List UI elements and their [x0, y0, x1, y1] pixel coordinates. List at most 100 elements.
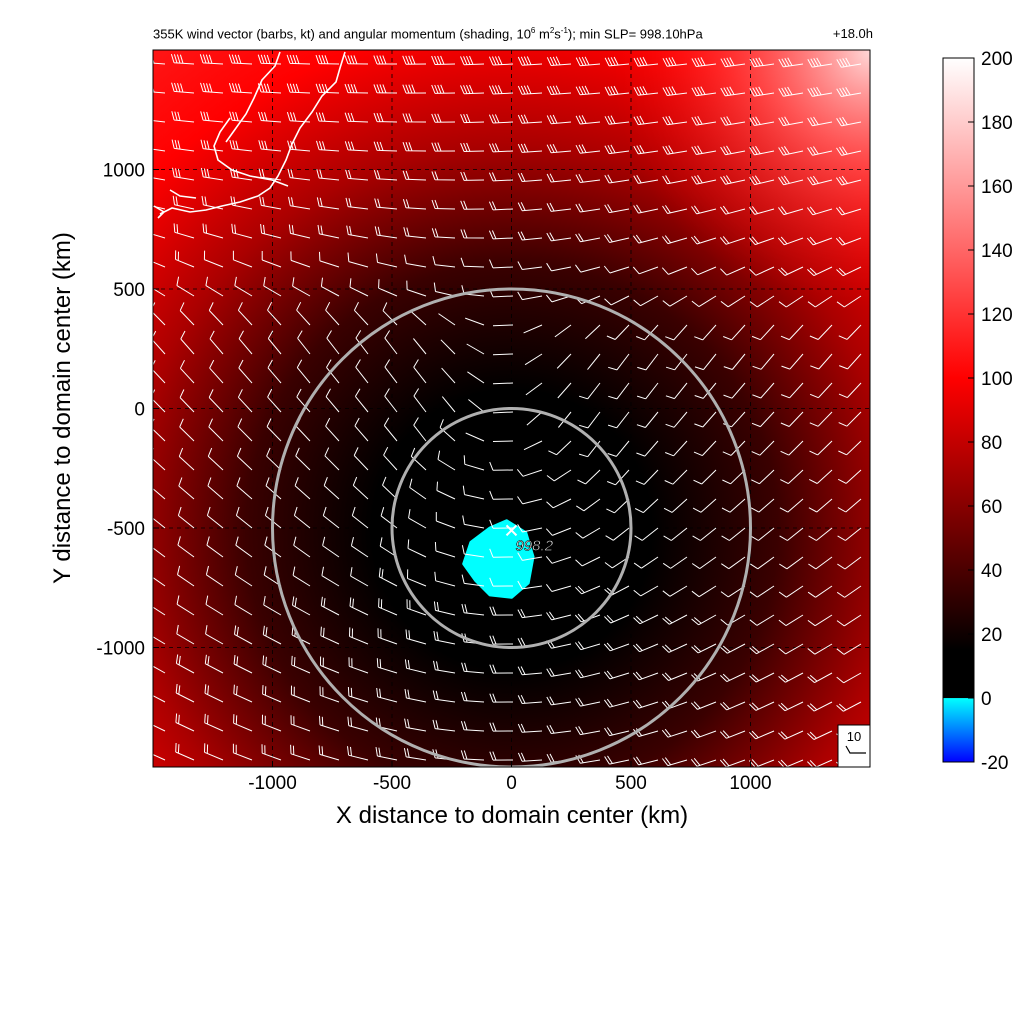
wind-barb-465 — [575, 585, 601, 595]
wind-barb-347 — [780, 440, 804, 456]
wind-barb-479 — [263, 596, 282, 616]
wind-barb-281 — [326, 359, 340, 384]
wind-barb-508 — [377, 628, 398, 645]
wind-barb-177 — [203, 250, 224, 268]
wind-barb-578 — [233, 714, 253, 732]
wind-barb-364 — [546, 469, 572, 482]
colorbar-tick-label-8: 40 — [981, 561, 1002, 582]
wind-barb-274 — [839, 353, 862, 370]
forecast-time: +18.0h — [832, 26, 873, 41]
wind-barb-93 — [662, 145, 688, 155]
wind-barb-492 — [633, 614, 659, 625]
wind-barb-254 — [267, 330, 282, 355]
wind-barb-213 — [517, 291, 543, 301]
wind-barb-231 — [325, 301, 340, 326]
wind-barb-579 — [261, 714, 282, 732]
wind-barb-109 — [402, 170, 427, 181]
wind-barb-572 — [778, 701, 804, 712]
wind-barb-540 — [575, 669, 601, 679]
colorbar-tick-label-4: 120 — [981, 305, 1013, 326]
wind-barb-587 — [489, 722, 514, 732]
wind-barb-577 — [204, 713, 224, 732]
wind-barb-455 — [292, 566, 311, 587]
colorbar-tick-label-11: -20 — [981, 753, 1008, 774]
wind-barb-99 — [836, 146, 862, 156]
wind-barb-265 — [587, 353, 601, 370]
wind-barb-276 — [179, 359, 195, 384]
wind-barb-100 — [153, 177, 166, 181]
wind-barb-451 — [177, 565, 195, 587]
wind-barb-419 — [692, 527, 717, 541]
wind-barb-378 — [236, 477, 253, 500]
wind-barb-486 — [461, 603, 485, 616]
wind-barb-449 — [837, 556, 862, 570]
wind-barb-118 — [662, 175, 688, 185]
wind-barb-237 — [492, 324, 514, 327]
wind-barb-130 — [288, 196, 311, 210]
wind-barb-61 — [460, 113, 485, 124]
wind-barb-618 — [662, 757, 688, 767]
wind-barb-478 — [234, 595, 253, 616]
wind-barb-424 — [837, 527, 862, 541]
wind-barb-49 — [836, 86, 862, 97]
wind-barb-435 — [434, 541, 456, 558]
wind-barb-56 — [315, 112, 340, 123]
wind-barb-509 — [405, 629, 427, 645]
x-axis-label: X distance to domain center (km) — [336, 802, 688, 829]
wind-barb-329 — [266, 418, 282, 442]
wind-barb-535 — [433, 660, 456, 674]
wind-barb-70 — [720, 116, 746, 126]
wind-barb-304 — [267, 388, 282, 413]
wind-barb-562 — [489, 693, 514, 703]
wind-barb-613 — [517, 752, 543, 762]
wind-barb-59 — [402, 113, 427, 123]
x-tick-label-0: -1000 — [248, 773, 297, 794]
title-left: 355K wind vector (barbs, kt) and angular… — [153, 26, 703, 42]
wind-barb-184 — [404, 254, 427, 268]
wind-barb-538 — [517, 666, 543, 676]
wind-barb-327 — [208, 418, 224, 442]
wind-barb-584 — [404, 718, 427, 732]
wind-barb-533 — [376, 658, 398, 674]
wind-barb-78 — [229, 139, 253, 152]
wind-barb-134 — [402, 199, 427, 210]
wind-barb-112 — [488, 172, 514, 182]
wind-barb-352 — [207, 447, 224, 471]
wind-barb-422 — [779, 527, 804, 541]
wind-barb-611 — [460, 750, 485, 761]
wind-barb-5 — [286, 54, 311, 65]
wind-reference-label: 10 — [847, 729, 861, 744]
wind-barb-247 — [780, 324, 804, 341]
wind-barb-401 — [177, 506, 195, 529]
wind-barb-398 — [808, 498, 833, 513]
wind-barb-91 — [604, 144, 630, 155]
wind-barb-150 — [153, 233, 166, 239]
wind-barb-351 — [178, 447, 195, 471]
wind-barb-607 — [347, 746, 369, 761]
wind-barb-518 — [662, 643, 688, 653]
wind-barb-473 — [807, 585, 833, 598]
wind-barb-94 — [691, 145, 717, 155]
wind-barb-103 — [229, 168, 253, 181]
wind-barb-87 — [488, 143, 514, 153]
wind-barb-50 — [153, 120, 166, 123]
wind-barb-458 — [378, 567, 398, 587]
wind-barb-31 — [315, 83, 340, 94]
wind-barb-244 — [694, 324, 717, 341]
wind-barb-591 — [604, 727, 630, 737]
wind-barb-522 — [778, 643, 804, 655]
wind-barb-323 — [809, 411, 833, 427]
wind-barb-26 — [171, 82, 195, 94]
wind-barb-123 — [807, 175, 833, 186]
wind-barb-349 — [838, 440, 862, 456]
wind-barb-165 — [575, 233, 601, 243]
wind-barb-598 — [807, 730, 833, 740]
wind-barb-290 — [578, 382, 601, 400]
wind-barb-18 — [662, 57, 688, 67]
wind-barb-266 — [608, 353, 630, 371]
wind-barb-66 — [604, 115, 630, 125]
wind-barb-476 — [176, 595, 195, 616]
wind-barb-332 — [354, 417, 369, 442]
wind-barb-360 — [437, 450, 456, 471]
wind-barb-255 — [297, 330, 311, 355]
